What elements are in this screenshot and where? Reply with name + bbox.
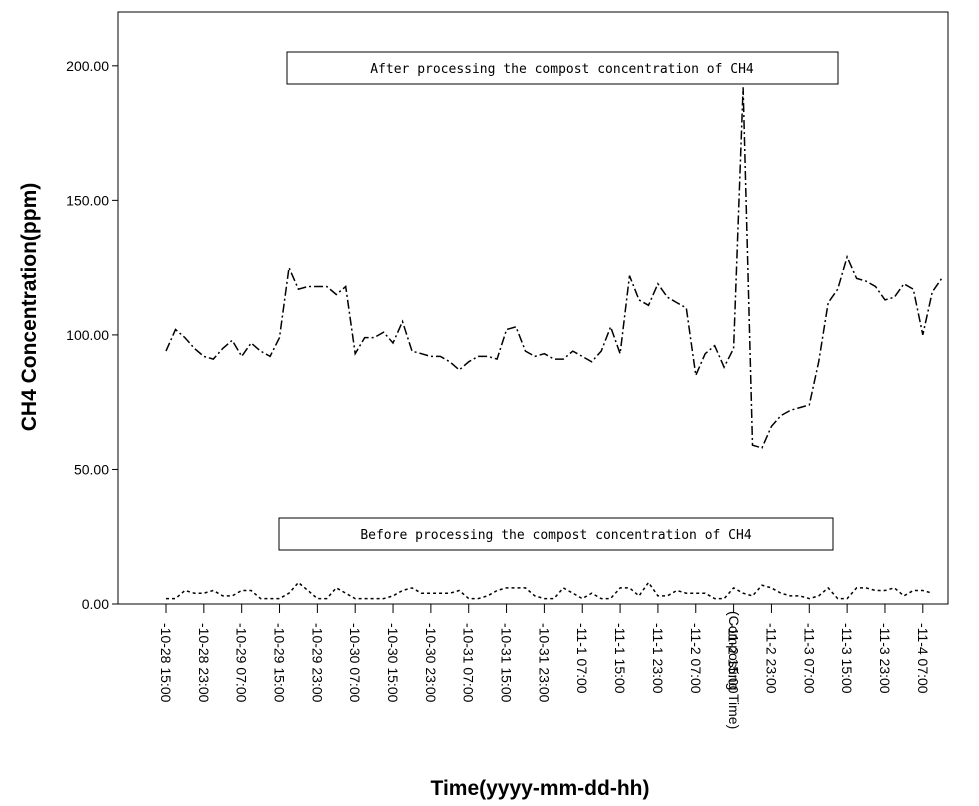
x-tick-label: -11-2 07:00	[688, 623, 704, 694]
y-tick-label: 150.00	[66, 192, 109, 208]
x-tick-label: -10-29 23:00	[309, 623, 325, 703]
annotation-before-box: Before processing the compost concentrat…	[278, 517, 834, 551]
x-tick-label: -10-28 23:00	[196, 623, 212, 703]
annotation-before: Before processing the compost concentrat…	[360, 528, 752, 543]
y-axis-title: CH4 Concentration(ppm)	[18, 183, 41, 432]
x-tick-label: -10-30 23:00	[423, 623, 439, 703]
x-tick-label: -11-3 07:00	[801, 623, 817, 694]
x-tick-label: -11-3 15:00	[839, 623, 855, 694]
x-axis-title: Time(yyyy-mm-dd-hh)	[431, 777, 650, 800]
x-tick-label: -11-2 23:00	[763, 623, 779, 694]
x-tick-label: -11-1 07:00	[574, 623, 590, 694]
x-tick-label: -10-31 07:00	[461, 623, 477, 703]
x-tick-label: -10-31 23:00	[536, 623, 552, 703]
y-tick-label: 100.00	[66, 327, 109, 343]
plot-frame	[117, 11, 949, 605]
x-tick-label: -11-4 07:00	[915, 623, 931, 694]
composting-time-label: (Composting Time)	[726, 611, 742, 729]
y-axis: 0.00 50.00 100.00 150.00 200.00	[66, 58, 118, 612]
annotation-after: After processing the compost concentrati…	[370, 62, 754, 77]
x-tick-label: -10-30 07:00	[347, 623, 363, 703]
x-tick-label: -10-28 15:00	[158, 623, 174, 703]
x-axis: -10-28 15:00 -10-28 23:00 -10-29 07:00 -10-…	[158, 604, 931, 729]
y-tick-label: 0.00	[82, 596, 109, 612]
x-tick-label: -11-1 23:00	[650, 623, 666, 694]
x-tick-label: -10-30 15:00	[385, 623, 401, 703]
x-tick-label: -10-31 15:00	[499, 623, 515, 703]
x-tick-label: -11-1 15:00	[612, 623, 628, 694]
x-tick-label: -11-2 15:00	[726, 623, 742, 694]
y-tick-label: 200.00	[66, 58, 109, 74]
x-tick-label: -10-29 15:00	[272, 623, 288, 703]
annotation-after-box: After processing the compost concentrati…	[286, 51, 839, 85]
x-tick-label: -11-3 23:00	[877, 623, 893, 694]
y-tick-label: 50.00	[74, 461, 109, 477]
x-tick-label: -10-29 07:00	[234, 623, 250, 703]
